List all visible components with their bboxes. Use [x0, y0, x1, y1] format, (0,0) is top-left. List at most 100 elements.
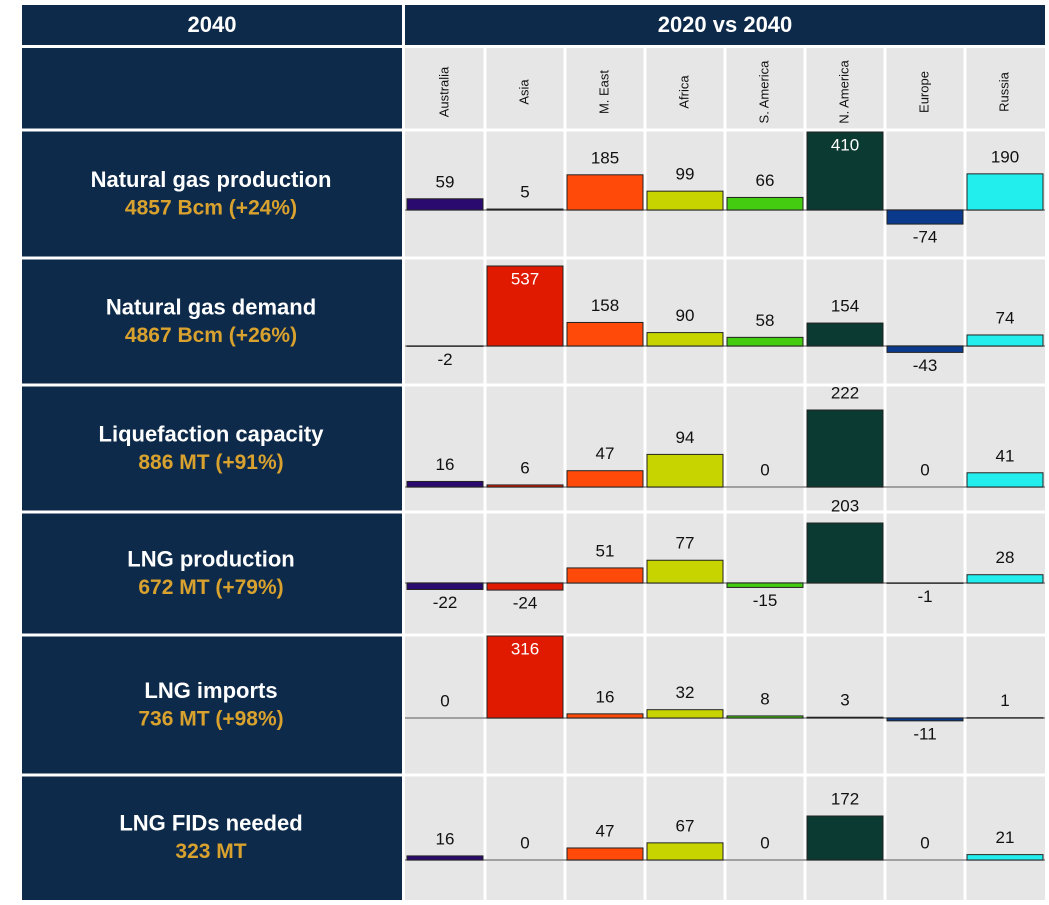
bar: [726, 196, 804, 211]
value-label: 28: [996, 548, 1015, 567]
value-label: -15: [753, 591, 778, 610]
value-label: 0: [920, 460, 929, 479]
value-label: 8: [760, 689, 769, 708]
header-right-bg: [405, 5, 1045, 45]
value-label: 0: [920, 833, 929, 852]
value-label: -11: [913, 724, 936, 743]
bar: [966, 173, 1044, 211]
bar: [886, 209, 964, 225]
bar: [726, 715, 804, 719]
bar: [966, 854, 1044, 861]
region-label: N. America: [836, 59, 851, 123]
row-total: 4867 Bcm (+26%): [125, 324, 297, 347]
region-label: Europe: [916, 71, 931, 113]
bar: [406, 855, 484, 861]
value-label: 3: [840, 691, 849, 710]
bar: [566, 321, 644, 347]
row-total: 886 MT (+91%): [138, 451, 283, 474]
row-title: LNG imports: [144, 678, 277, 703]
bar: [806, 131, 884, 211]
region-label: Russia: [996, 71, 1011, 112]
value-label: 410: [831, 135, 859, 154]
value-label: 316: [511, 639, 539, 658]
value-label: -2: [437, 350, 452, 369]
value-label: 41: [996, 446, 1015, 465]
bar: [806, 322, 884, 347]
value-label: 172: [831, 789, 859, 808]
bar: [886, 345, 964, 353]
value-label: 0: [760, 460, 769, 479]
region-label: Africa: [676, 75, 691, 109]
bar: [566, 713, 644, 719]
value-label: 21: [996, 828, 1015, 847]
region-label: M. East: [596, 70, 611, 114]
value-label: 16: [436, 455, 455, 474]
value-label: 16: [436, 829, 455, 848]
region-label: Asia: [516, 79, 531, 105]
value-label: 203: [831, 496, 859, 515]
bar: [646, 559, 724, 584]
bar: [486, 635, 564, 719]
value-label: 6: [520, 458, 529, 477]
row-title: Liquefaction capacity: [99, 421, 325, 446]
region-label: S. America: [756, 60, 771, 124]
bar: [726, 582, 804, 588]
value-label: 66: [756, 171, 775, 190]
value-label: -1: [917, 587, 932, 606]
value-label: 16: [596, 687, 615, 706]
header-right: 2020 vs 2040: [658, 12, 793, 37]
bar: [806, 522, 884, 584]
value-label: 47: [596, 821, 615, 840]
bar: [486, 265, 564, 347]
value-label: 185: [591, 148, 619, 167]
value-label: -43: [913, 356, 938, 375]
value-label: 154: [831, 297, 859, 316]
bar: [406, 480, 484, 488]
bar: [646, 332, 724, 347]
bar: [566, 470, 644, 488]
row-title: LNG production: [127, 546, 294, 571]
bar: [726, 336, 804, 347]
bar: [806, 716, 884, 719]
value-label: 59: [436, 172, 455, 191]
bar: [566, 174, 644, 211]
row-total: 736 MT (+98%): [138, 708, 283, 731]
label-column: [22, 48, 402, 900]
header-left-bg: [22, 5, 402, 45]
bar: [806, 409, 884, 488]
region-label: Australia: [436, 66, 451, 117]
header-left: 2040: [188, 12, 237, 37]
value-label: 74: [996, 308, 1015, 327]
bar: [646, 842, 724, 861]
bar: [566, 567, 644, 584]
row-title: Natural gas demand: [106, 294, 316, 319]
value-label: 47: [596, 444, 615, 463]
value-label: 32: [676, 683, 695, 702]
bar: [806, 815, 884, 861]
row-total: 323 MT: [175, 840, 246, 863]
bar: [646, 709, 724, 719]
row-total: 672 MT (+79%): [138, 576, 283, 599]
value-label: 94: [676, 428, 695, 447]
value-label: 67: [676, 816, 695, 835]
bar: [406, 582, 484, 591]
bar: [966, 334, 1044, 347]
value-label: 5: [520, 183, 529, 202]
value-label: 58: [756, 311, 775, 330]
value-label: 158: [591, 296, 619, 315]
value-label: -24: [513, 594, 538, 613]
bar: [646, 190, 724, 211]
value-label: 0: [760, 833, 769, 852]
value-label: 0: [440, 691, 449, 710]
row-title: LNG FIDs needed: [119, 810, 302, 835]
value-label: 51: [596, 541, 615, 560]
bar: [646, 453, 724, 488]
bar: [966, 574, 1044, 584]
bar: [886, 717, 964, 722]
value-label: 537: [511, 269, 539, 288]
value-label: -22: [433, 593, 458, 612]
value-label: 90: [676, 306, 695, 325]
bar: [486, 582, 564, 591]
value-label: 0: [520, 833, 529, 852]
value-label: 190: [991, 147, 1019, 166]
